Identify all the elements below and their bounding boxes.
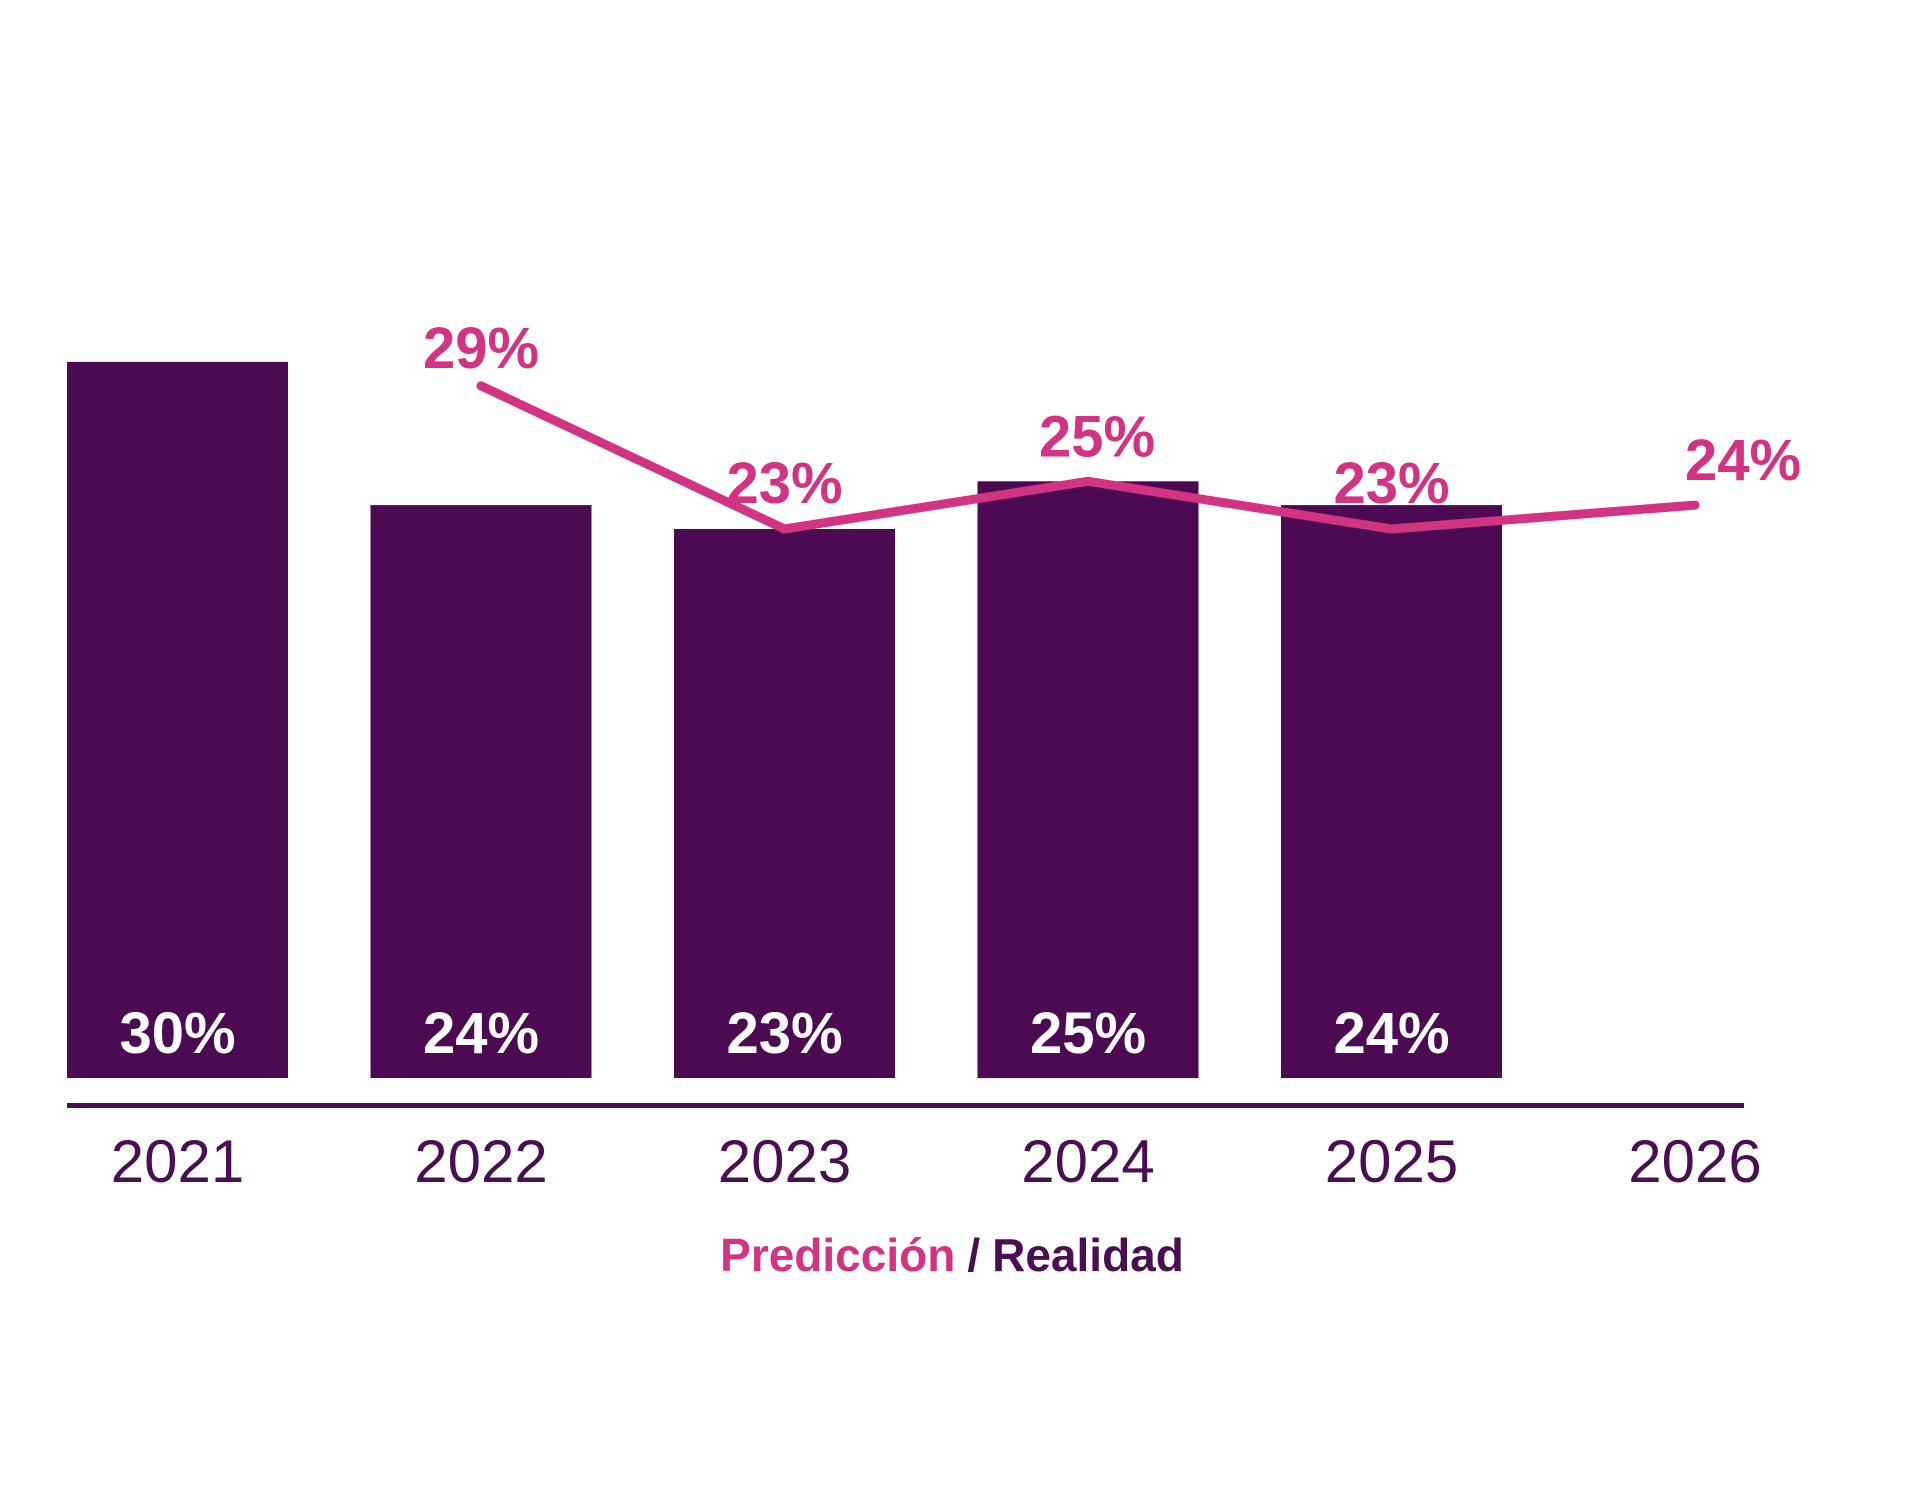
bar-2023 (674, 529, 895, 1078)
x-axis-label-2024: 2024 (1021, 1128, 1154, 1195)
legend-reality-label: Realidad (992, 1229, 1184, 1281)
prediction-value-label-2022: 29% (423, 316, 539, 381)
bar-value-label-2025: 24% (1333, 1001, 1449, 1066)
x-axis-label-2023: 2023 (718, 1128, 851, 1195)
bar-value-label-2023: 23% (726, 1001, 842, 1066)
prediction-value-label-2025: 23% (1333, 451, 1449, 516)
prediction-value-label-2023: 23% (726, 451, 842, 516)
x-axis-label-2022: 2022 (414, 1128, 547, 1195)
bar-2021 (67, 361, 288, 1078)
legend-prediction-label: Predicción (720, 1229, 956, 1281)
prediction-value-label-2024: 25% (1039, 404, 1155, 469)
prediction-line (476, 381, 1700, 534)
x-axis-label-2026: 2026 (1628, 1128, 1761, 1195)
bar-value-label-2024: 25% (1030, 1001, 1146, 1066)
x-axis-label-2021: 2021 (111, 1128, 244, 1195)
bar-value-label-2022: 24% (423, 1001, 539, 1066)
x-axis-line (67, 1103, 1744, 1108)
bar-value-label-2021: 30% (119, 1001, 235, 1066)
legend: Predicción / Realidad (720, 1228, 1184, 1283)
legend-separator: / (967, 1229, 981, 1281)
bar-2024 (977, 481, 1199, 1079)
prediction-value-label-2026: 24% (1685, 428, 1801, 493)
bar-2022 (370, 505, 592, 1079)
bar-2025 (1281, 505, 1502, 1079)
x-axis-label-2025: 2025 (1325, 1128, 1458, 1195)
